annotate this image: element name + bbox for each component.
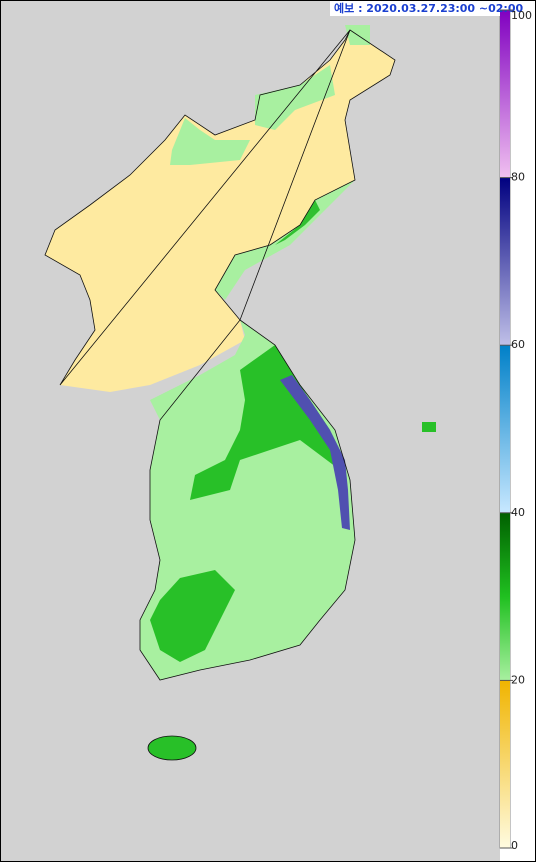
coastline bbox=[214, 29, 396, 321]
colorbar bbox=[500, 10, 510, 848]
tick-label: 0 bbox=[511, 839, 518, 852]
tick-label: 80 bbox=[511, 171, 525, 184]
coastline bbox=[44, 29, 351, 386]
tick-label: 20 bbox=[511, 673, 525, 686]
colorbar-segment bbox=[500, 345, 510, 513]
colorbar-segment bbox=[500, 10, 510, 178]
colorbar-segment bbox=[500, 177, 510, 346]
south-region bbox=[139, 319, 356, 761]
colorbar-segment bbox=[500, 512, 510, 681]
tick-label: 60 bbox=[511, 338, 525, 351]
island bbox=[422, 422, 436, 432]
tick-label: 40 bbox=[511, 506, 525, 519]
header-box bbox=[330, 0, 500, 16]
colorbar-segment bbox=[500, 680, 510, 848]
tick-label: 100 bbox=[511, 9, 532, 22]
forecast-label: 예보 : 2020.03.27.23:00 ~02:00 bbox=[334, 1, 523, 15]
